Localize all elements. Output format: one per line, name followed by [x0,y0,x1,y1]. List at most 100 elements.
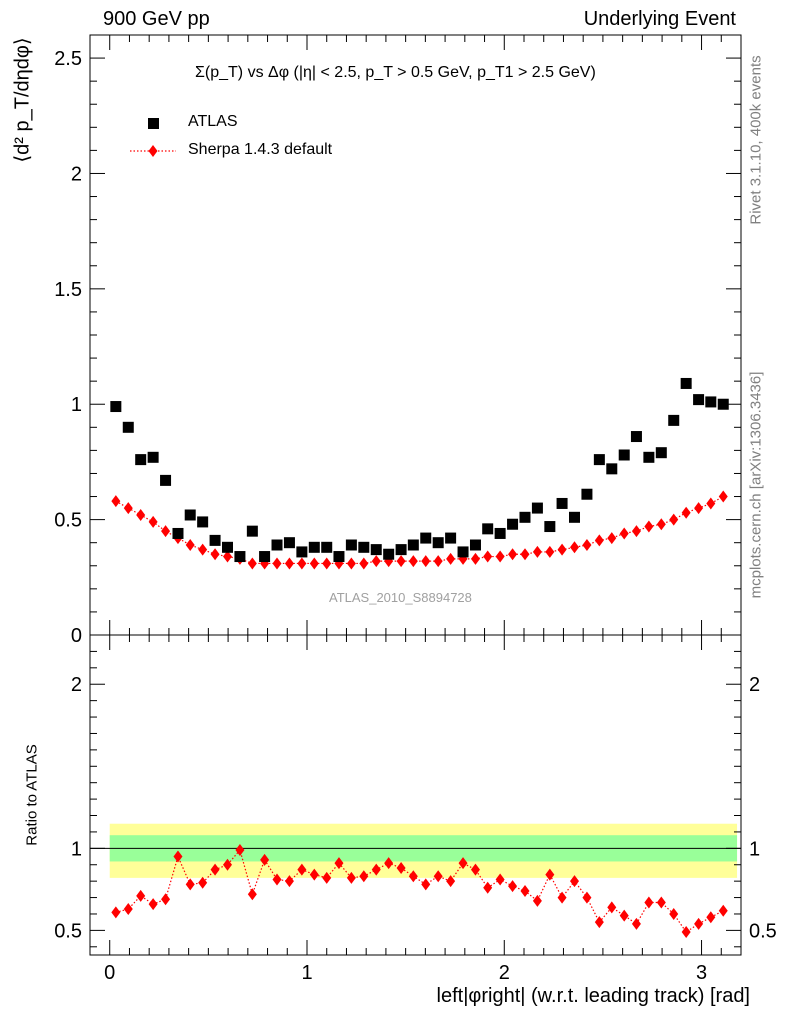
sherpa-point [631,525,641,538]
y-tick-label: 0.5 [54,510,82,532]
sherpa-point [421,555,431,568]
ratio-point [545,868,555,881]
atlas-point [606,463,618,475]
ratio-point [495,873,505,886]
sherpa-point [470,552,480,565]
ratio-y-tick-label-right: 1 [749,838,760,860]
ratio-point [594,916,604,929]
sherpa-point [185,539,195,551]
ratio-point [582,891,592,904]
sherpa-point [371,555,381,568]
sherpa-point [594,534,604,547]
atlas-point [680,377,692,389]
ratio-point [396,862,406,875]
atlas-point [209,534,221,546]
ratio-y-tick-label-right: 2 [749,674,760,696]
ratio-y-tick-label: 0.5 [54,920,82,942]
ratio-point [446,875,456,888]
atlas-point [432,537,444,549]
atlas-point [445,532,457,544]
ratio-point [619,909,629,922]
sherpa-point [508,548,518,561]
sherpa-point [495,550,505,563]
atlas-point [246,525,258,537]
atlas-point [630,431,642,443]
sherpa-point [545,545,555,558]
sherpa-point [532,545,542,558]
ratio-point [508,880,518,893]
sherpa-point [272,557,282,570]
atlas-point [668,414,680,426]
atlas-point [234,551,246,563]
atlas-point [618,449,630,461]
sherpa-line [115,496,724,565]
ratio-point [458,857,468,870]
atlas-point [482,523,494,535]
sherpa-point [309,557,319,570]
atlas-point [717,398,729,410]
ratio-point [222,858,232,871]
ratio-y-tick-label: 1 [71,838,82,860]
ratio-point [272,873,282,886]
ratio-point [421,878,431,891]
atlas-point [395,544,407,556]
ratio-point [706,911,716,924]
atlas-point [494,527,506,539]
ratio-y-tick-label-right: 0.5 [749,920,777,942]
ratio-point [470,863,480,876]
sherpa-point [210,548,220,561]
sherpa-point [284,557,294,570]
analysis-watermark: ATLAS_2010_S8894728 [329,590,472,605]
ratio-panel-series [111,843,728,939]
atlas-point [643,451,655,463]
x-tick-label: 0 [104,962,115,984]
ratio-point [371,863,381,876]
y-tick-label: 2 [71,163,82,185]
ratio-point [284,875,294,888]
atlas-point [705,396,717,408]
legend-marker-sherpa [148,145,158,157]
atlas-point [160,474,172,486]
ratio-point [681,926,691,939]
ratio-point [669,907,679,920]
top-panel-series [110,377,729,570]
sherpa-point [656,518,666,531]
ratio-point [483,881,493,894]
atlas-point [283,537,295,549]
ratio-point [656,896,666,909]
ratio-point [235,843,245,856]
x-axis-label: left|φright| (w.r.t. leading track) [rad… [436,985,750,1007]
atlas-point [693,394,705,406]
ratio-point [520,885,530,897]
ratio-point [111,906,121,919]
sherpa-point [247,557,257,570]
sherpa-point [322,557,332,570]
ratio-point [198,876,208,889]
sherpa-point [111,495,121,508]
legend-label-sherpa: Sherpa 1.4.3 default [188,141,333,158]
header-left: 900 GeV pp [103,8,210,30]
sherpa-point [483,550,493,563]
sherpa-point [222,550,232,563]
atlas-point [544,521,556,533]
ratio-point [557,891,567,904]
atlas-point [271,539,283,551]
y-tick-label: 1 [71,394,82,416]
ratio-point [161,893,171,906]
atlas-point [569,511,581,523]
ratio-point [570,875,580,888]
ratio-point [173,850,183,863]
ratio-point [334,857,344,870]
ratio-point [297,863,307,876]
sherpa-point [136,509,146,521]
atlas-point [259,551,271,563]
sherpa-point [433,555,443,568]
uncertainty-bands [90,823,741,878]
axes: 0 1 2 3 0 0.5 1 1.5 2 2.5 0.5 0.5 1 1 2 2 [54,34,777,984]
ratio-point [532,894,542,907]
sherpa-point [582,539,592,551]
ratio-point [644,896,654,909]
mcplots-label: mcplots.cern.ch [arXiv:1306.3436] [747,371,765,599]
y-tick-label: 0 [71,625,82,647]
ratio-point [384,857,394,870]
